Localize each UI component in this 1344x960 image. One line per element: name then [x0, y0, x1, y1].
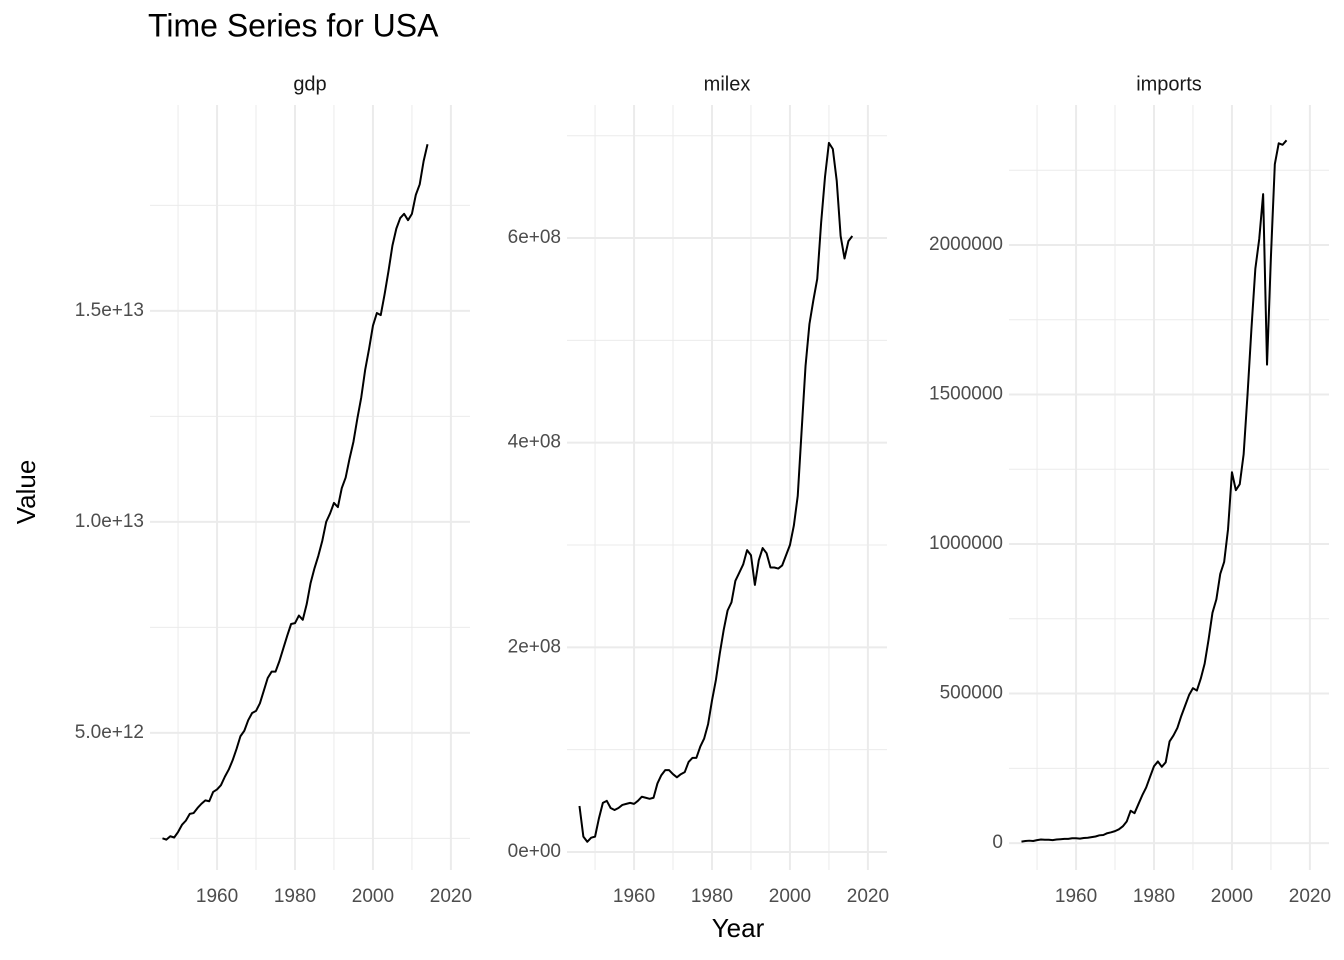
y-tick-label: 0 [992, 832, 1003, 853]
y-tick-label: 1000000 [929, 533, 1003, 554]
facet-title: imports [1136, 73, 1202, 95]
x-axis-title: Year [712, 913, 765, 943]
x-tick-label: 2020 [847, 886, 889, 907]
x-tick-label: 1960 [1055, 886, 1097, 907]
x-tick-label: 1960 [196, 886, 238, 907]
y-tick-label: 6e+08 [508, 227, 561, 248]
x-tick-label: 2020 [430, 886, 472, 907]
y-tick-label: 5.0e+12 [75, 722, 144, 743]
x-tick-label: 1980 [274, 886, 316, 907]
y-tick-label: 2000000 [929, 234, 1003, 255]
x-tick-label: 2020 [1289, 886, 1331, 907]
x-tick-label: 2000 [352, 886, 394, 907]
y-tick-label: 500000 [940, 683, 1003, 704]
y-tick-label: 1.5e+13 [75, 300, 144, 321]
y-tick-label: 0e+00 [508, 841, 561, 862]
facet-title: milex [704, 73, 751, 95]
data-line [1021, 139, 1288, 843]
y-axis-title: Value [11, 460, 41, 525]
x-tick-label: 2000 [1211, 886, 1253, 907]
x-tick-label: 1980 [1133, 886, 1175, 907]
data-line [578, 141, 854, 843]
y-tick-label: 2e+08 [508, 636, 561, 657]
y-tick-label: 1.0e+13 [75, 511, 144, 532]
x-tick-label: 2000 [769, 886, 811, 907]
chart-title: Time Series for USA [148, 7, 439, 43]
data-line [162, 144, 429, 841]
x-tick-label: 1980 [691, 886, 733, 907]
y-tick-label: 1500000 [929, 384, 1003, 405]
facet-title: gdp [293, 73, 326, 95]
y-tick-label: 4e+08 [508, 432, 561, 453]
x-tick-label: 1960 [613, 886, 655, 907]
